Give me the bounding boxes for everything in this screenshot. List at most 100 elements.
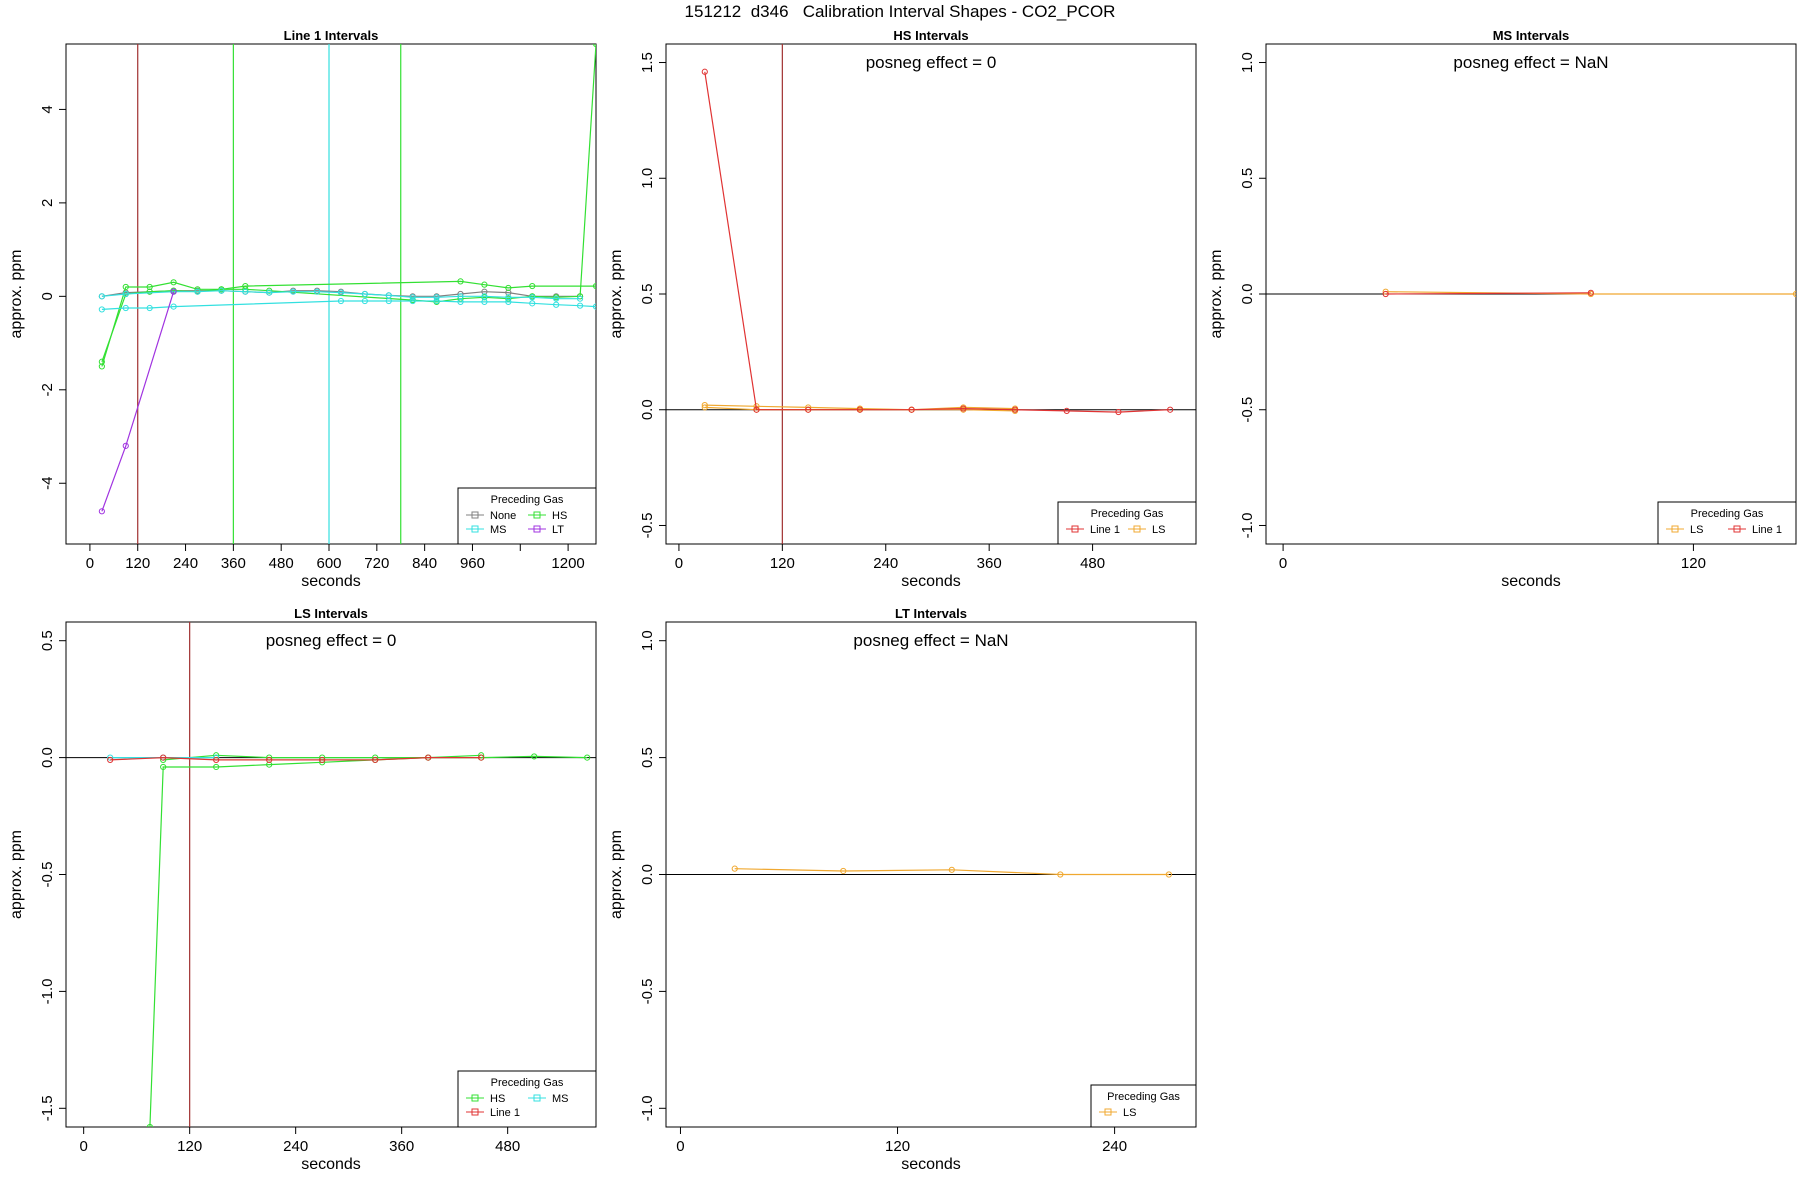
data-point-hs [266, 287, 273, 294]
data-point-ms [337, 289, 345, 296]
y-tick-label: -1.0 [39, 978, 56, 1004]
data-point-ms [553, 295, 560, 302]
y-tick-label: -0.5 [39, 862, 56, 888]
legend: Preceding Gas HS MS Line 1 [457, 1070, 597, 1128]
y-tick-label: 0.5 [639, 284, 656, 305]
chart-title: MS Intervals [1493, 28, 1570, 43]
main-title: 151212 d346 Calibration Interval Shapes … [684, 2, 1116, 21]
x-axis-label: seconds [301, 1156, 361, 1173]
y-tick-label: 0.5 [39, 630, 56, 651]
legend-swatch-marker [471, 511, 479, 519]
data-point-hs [529, 282, 536, 290]
x-tick-label: 240 [173, 555, 198, 572]
series-line-hs [149, 755, 588, 1127]
x-tick-label: 0 [86, 555, 94, 572]
data-point-ms [313, 288, 321, 295]
y-tick-label: 4 [39, 105, 56, 113]
series-line-ms [101, 300, 596, 310]
legend: Preceding Gas LS [1090, 1084, 1197, 1128]
y-tick-label: -0.5 [639, 513, 656, 539]
data-point-line-1 [1063, 407, 1070, 414]
y-tick-label: 0.0 [1239, 284, 1256, 305]
data-point-hs [481, 281, 488, 288]
series-line-hs [101, 280, 596, 367]
plot-frame [665, 43, 1197, 545]
x-tick-label: 0 [79, 1138, 87, 1155]
x-tick-label: 960 [460, 555, 485, 572]
data-point-ms [218, 287, 225, 294]
data-point-hs [122, 283, 129, 291]
legend-swatch-marker [533, 525, 541, 533]
legend-swatch-marker [471, 1094, 479, 1102]
data-point-ms [122, 290, 129, 298]
data-point-ls [1165, 871, 1172, 878]
data-point-ms [266, 289, 273, 296]
x-axis-label: seconds [1501, 573, 1561, 590]
y-tick-label: 0.0 [639, 864, 656, 885]
x-tick-label: 0 [676, 1138, 684, 1155]
legend-swatch-marker [1104, 1108, 1112, 1116]
data-point-ls [731, 865, 738, 872]
legend-title: Preceding Gas [1091, 508, 1164, 520]
x-axis-label: seconds [901, 1156, 961, 1173]
y-axis-label: approx. ppm [8, 250, 25, 339]
series-line-ls [734, 868, 1169, 876]
data-point-ms [385, 292, 392, 299]
data-point-ms [553, 301, 560, 308]
data-point-ms [481, 293, 488, 300]
data-point-ms [457, 293, 464, 300]
chart-title: LT Intervals [895, 606, 967, 621]
y-tick-label: -1.0 [1239, 513, 1256, 539]
plot-area [98, 44, 596, 544]
data-point-ms [529, 294, 536, 301]
data-point-line-1 [856, 406, 864, 413]
y-axis-label: approx. ppm [8, 830, 25, 919]
data-point-hs [592, 282, 596, 290]
data-point-hs [160, 763, 167, 771]
legend-label-ms: MS [552, 1093, 569, 1105]
legend: Preceding Gas None HS MS LT [457, 487, 597, 545]
legend-title: Preceding Gas [491, 1077, 564, 1089]
series-line-ls [1385, 291, 1796, 295]
legend-label-ms: MS [490, 524, 507, 536]
data-point-ms [576, 302, 584, 309]
legend-label-none: None [490, 510, 516, 522]
plot-frame [65, 621, 597, 1128]
x-tick-label: 120 [177, 1138, 202, 1155]
data-point-hs [213, 763, 220, 771]
x-tick-label: 240 [1102, 1138, 1127, 1155]
data-point-line-1 [960, 405, 967, 412]
data-point-hs [170, 279, 177, 286]
legend: Preceding Gas LS Line 1 [1657, 501, 1797, 545]
data-point-line-1 [319, 756, 326, 764]
legend: Preceding Gas Line 1 LS [1057, 501, 1197, 545]
legend-title: Preceding Gas [491, 494, 564, 506]
chart-ms-intervals: MS Intervals 0 120 seconds -1.0 -0.5 0.0 0.5 1.0… [1208, 28, 1797, 590]
data-point-line-1 [753, 406, 760, 413]
x-tick-label: 120 [1681, 555, 1706, 572]
chart-title: HS Intervals [893, 28, 968, 43]
x-tick-label: 240 [873, 555, 898, 572]
y-tick-label: 0.5 [639, 747, 656, 768]
y-tick-label: -0.5 [1239, 397, 1256, 423]
y-tick-label: 0.5 [1239, 168, 1256, 189]
x-tick-label: 840 [412, 555, 437, 572]
x-tick-label: 120 [885, 1138, 910, 1155]
legend-label-hs: HS [490, 1093, 505, 1105]
y-tick-label: 0.0 [639, 399, 656, 420]
data-point-none [505, 289, 512, 296]
data-point-lt [170, 288, 177, 295]
y-tick-label: -0.5 [639, 978, 656, 1004]
data-point-ls [1792, 290, 1796, 298]
posneg-annotation: posneg effect = NaN [853, 631, 1008, 650]
data-point-ms [242, 288, 249, 295]
legend-label-line-1: Line 1 [1752, 524, 1782, 536]
legend-label-ls: LS [1123, 1107, 1136, 1119]
data-point-ms [170, 303, 177, 310]
plot-area [1266, 288, 1796, 298]
series-line-ms [101, 290, 581, 300]
data-point-ms [433, 297, 440, 305]
data-point-line-1 [1011, 406, 1019, 413]
data-point-line-1 [372, 756, 379, 764]
legend-box [457, 1070, 597, 1128]
